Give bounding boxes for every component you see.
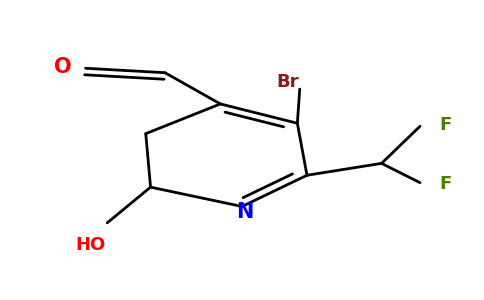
Text: F: F xyxy=(439,116,451,134)
Text: O: O xyxy=(54,57,71,77)
Text: Br: Br xyxy=(276,73,299,91)
Text: HO: HO xyxy=(76,236,106,254)
Text: N: N xyxy=(236,202,253,222)
Text: F: F xyxy=(439,175,451,193)
